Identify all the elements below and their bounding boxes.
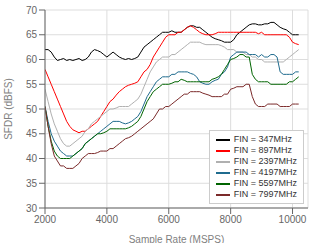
svg-text:60: 60 — [26, 54, 38, 65]
html-text:FIN = 4197MHz: FIN = 4197MHz — [233, 167, 297, 177]
svg-text:Sample Rate (MSPS): Sample Rate (MSPS) — [129, 234, 225, 243]
svg-text:30: 30 — [26, 203, 38, 214]
svg-text:4000: 4000 — [96, 214, 119, 225]
svg-text:35: 35 — [26, 178, 38, 189]
html-text:FIN = 7997MHz: FIN = 7997MHz — [233, 189, 297, 199]
svg-text:70: 70 — [26, 5, 38, 16]
svg-text:10000: 10000 — [279, 214, 307, 225]
svg-text:SFDR (dBFS): SFDR (dBFS) — [3, 78, 14, 140]
svg-text:50: 50 — [26, 104, 38, 115]
svg-text:65: 65 — [26, 29, 38, 40]
svg-text:55: 55 — [26, 79, 38, 90]
svg-text:40: 40 — [26, 153, 38, 164]
html-text:FIN = 2397MHz: FIN = 2397MHz — [233, 156, 297, 166]
svg-text:2000: 2000 — [34, 214, 57, 225]
svg-text:8000: 8000 — [220, 214, 243, 225]
html-text:FIN = 897MHz: FIN = 897MHz — [233, 145, 292, 155]
svg-text:6000: 6000 — [158, 214, 181, 225]
html-text:FIN = 5597MHz: FIN = 5597MHz — [233, 178, 297, 188]
svg-text:45: 45 — [26, 128, 38, 139]
html-text:FIN = 347MHz: FIN = 347MHz — [233, 134, 292, 144]
